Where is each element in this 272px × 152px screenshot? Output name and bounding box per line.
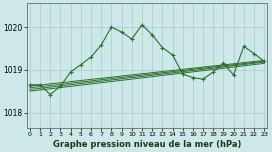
- X-axis label: Graphe pression niveau de la mer (hPa): Graphe pression niveau de la mer (hPa): [53, 140, 241, 149]
